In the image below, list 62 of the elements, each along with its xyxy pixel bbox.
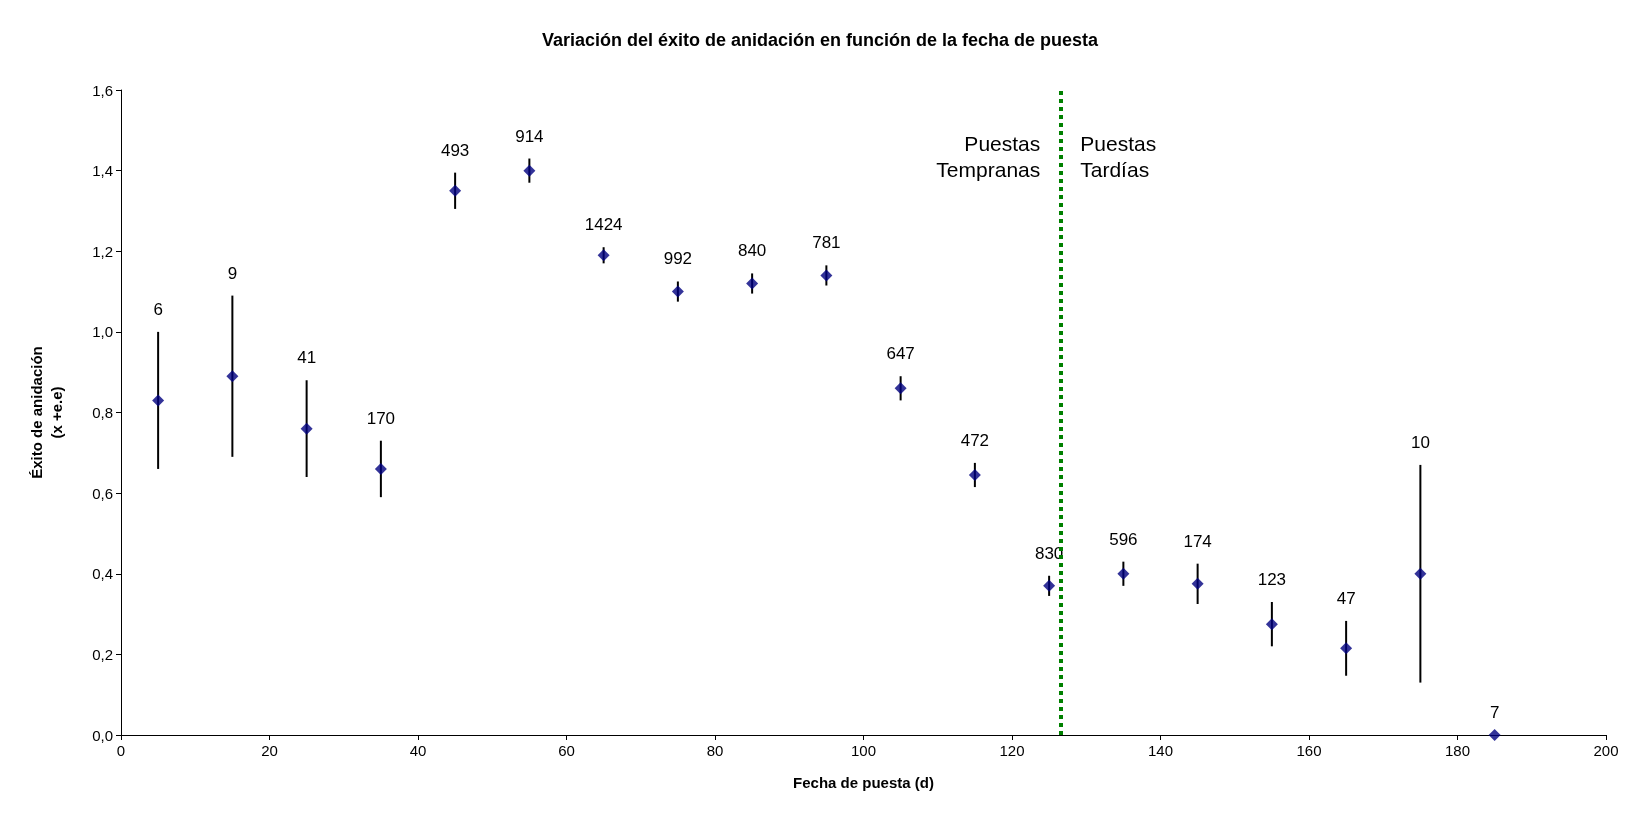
point [820, 269, 833, 282]
x-axis-title: Fecha de puesta (d) [793, 774, 934, 791]
point [374, 462, 387, 475]
point [1414, 567, 1427, 580]
annotation: 992 [663, 249, 693, 269]
x-tick-label: 80 [706, 742, 724, 759]
annotation: 10 [1410, 432, 1430, 452]
point [1265, 618, 1278, 631]
x-tick-label: 160 [1296, 742, 1322, 759]
y-tick-label: 0,2 [92, 645, 113, 663]
y-tick-label: 0,6 [92, 484, 113, 502]
point [1191, 577, 1204, 590]
annotation: 6 [153, 299, 163, 319]
annotation: 123 [1257, 569, 1287, 589]
annotation: 647 [886, 344, 915, 364]
annotation: 47 [1336, 588, 1356, 608]
point [671, 285, 684, 298]
point [1488, 729, 1501, 741]
x-tick-label: 200 [1593, 742, 1619, 759]
point [1117, 567, 1130, 580]
point [523, 164, 536, 177]
annotation: 41 [297, 348, 317, 368]
x-tick-label: 20 [261, 742, 278, 759]
annotation: 840 [737, 241, 767, 261]
y-tick-label: 1,6 [92, 81, 113, 99]
point [1043, 579, 1056, 592]
point [746, 277, 759, 290]
point [968, 468, 981, 481]
x-tick-label: 40 [409, 742, 427, 759]
annotation: 472 [960, 430, 990, 450]
point [226, 370, 239, 383]
annotation: 781 [812, 233, 841, 253]
x-tick-label: 100 [850, 742, 877, 759]
y-tick-label: 0,4 [92, 565, 113, 583]
point [597, 249, 610, 262]
y-tick-label: 1,2 [92, 242, 113, 260]
point [449, 184, 462, 197]
point [1340, 642, 1353, 655]
annotation: 596 [1109, 529, 1138, 549]
annotation: 493 [440, 140, 470, 160]
point [894, 382, 907, 395]
chart-title: Variación del éxito de anidación en función de la fecha de puesta [541, 30, 1100, 50]
annotation: 174 [1183, 531, 1212, 551]
x-tick-label: 120 [999, 742, 1025, 759]
annotation: 914 [515, 126, 544, 146]
x-tick-label: 140 [1147, 742, 1174, 759]
annotation: Puestas Tardías [1080, 131, 1157, 181]
y-tick-label: 0,8 [92, 404, 113, 421]
annotation: 170 [366, 408, 396, 428]
y-tick-label: 0,0 [92, 726, 113, 744]
x-tick-label: 60 [558, 742, 575, 759]
annotation: 1424 [584, 215, 623, 235]
y-tick-label: 1,4 [92, 162, 113, 180]
x-tick-label: 0 [116, 742, 126, 759]
annotation: 7 [1489, 703, 1500, 722]
annotation: 9 [227, 263, 238, 283]
annotation: Puestas Tempranas [936, 131, 1041, 181]
point [152, 394, 165, 407]
y-tick-label: 1,0 [92, 323, 113, 341]
y-axis-title: Éxito de anidación (x +e.e) [27, 346, 65, 479]
x-tick-label: 180 [1444, 742, 1471, 759]
point [300, 422, 313, 435]
